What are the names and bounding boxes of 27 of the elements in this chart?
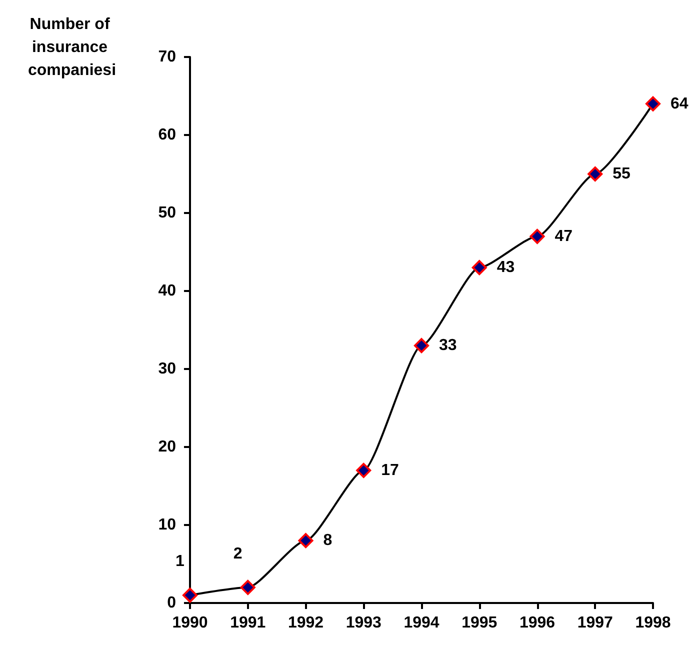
- y-tick-label: 40: [158, 282, 176, 300]
- y-tick-label: 30: [158, 360, 176, 378]
- y-tick-label: 10: [158, 516, 176, 534]
- y-tick-label: 20: [158, 438, 176, 456]
- x-tick-label: 1993: [346, 614, 382, 632]
- x-tick-label: 1995: [462, 614, 498, 632]
- data-label: 55: [612, 166, 631, 182]
- x-tick-label: 1994: [404, 614, 440, 632]
- x-tick-label: 1991: [230, 614, 266, 632]
- x-tick-label: 1998: [635, 614, 671, 632]
- y-tick-label: 0: [167, 594, 176, 612]
- data-label: 33: [439, 337, 457, 354]
- x-tick-label: 1990: [172, 614, 208, 632]
- y-tick-label: 60: [158, 126, 176, 144]
- data-label: 64: [670, 95, 688, 112]
- data-label: 2: [233, 545, 242, 562]
- data-label: 1: [176, 553, 185, 570]
- x-tick-label: 1997: [577, 614, 614, 632]
- y-tick-label: 70: [158, 48, 176, 66]
- x-tick-label: 1992: [288, 614, 324, 632]
- data-label: 47: [554, 228, 573, 245]
- data-label: 17: [381, 462, 400, 479]
- y-tick-label: 50: [158, 204, 176, 222]
- data-label: 8: [323, 532, 332, 550]
- y-axis-title: Number of insurance companiesi: [28, 16, 116, 79]
- x-tick-label: 1996: [519, 614, 556, 632]
- data-label: 43: [496, 259, 515, 276]
